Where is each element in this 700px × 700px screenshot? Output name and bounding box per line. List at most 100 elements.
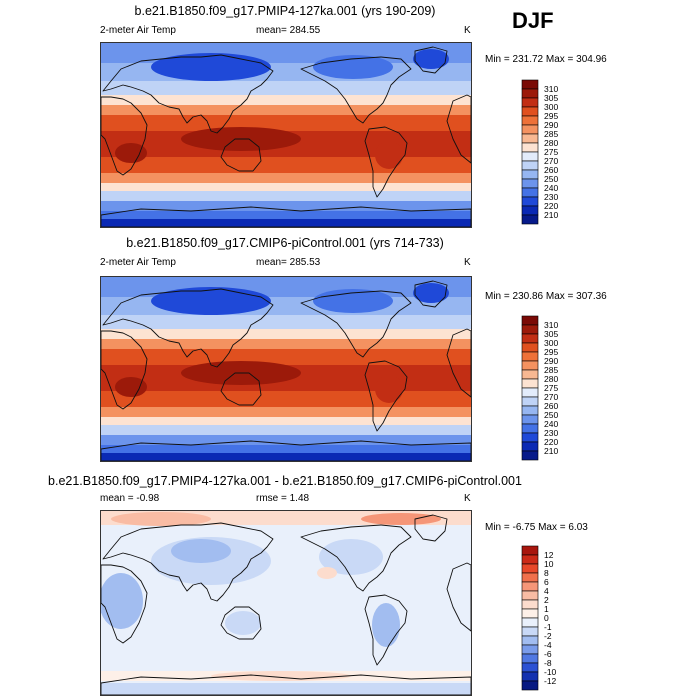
- colorbar-swatch: [521, 581, 539, 592]
- panel1-map: [100, 42, 472, 228]
- colorbar-tick-label: 305: [544, 93, 558, 103]
- colorbar-swatch: [521, 662, 539, 673]
- colorbar-swatch: [521, 369, 539, 380]
- panel2-units-label: K: [464, 257, 471, 268]
- colorbar-tick-label: -12: [544, 676, 557, 686]
- colorbar-tick-label: 270: [544, 392, 558, 402]
- colorbar-tick-label: 6: [544, 577, 549, 587]
- panel3-units-label: K: [464, 493, 471, 504]
- colorbar-swatch: [521, 387, 539, 398]
- colorbar-tick-label: 4: [544, 586, 549, 596]
- panel3-rmse-label: rmse = 1.48: [256, 493, 310, 504]
- colorbar-swatch: [521, 124, 539, 135]
- colorbar-tick-label: 220: [544, 437, 558, 447]
- colorbar-swatch: [521, 324, 539, 335]
- colorbar-tick-label: 310: [544, 320, 558, 330]
- colorbar-swatch: [521, 671, 539, 682]
- panel1-variable-label: 2-meter Air Temp: [100, 25, 176, 36]
- panel2-title: b.e21.B1850.f09_g17.CMIP6-piControl.001 …: [126, 236, 444, 250]
- colorbar-swatch: [521, 680, 539, 691]
- colorbar-tick-label: 275: [544, 383, 558, 393]
- colorbar-tick-label: 260: [544, 165, 558, 175]
- panel2-minmax-label: Min = 230.86 Max = 307.36: [485, 291, 607, 302]
- colorbar-swatch: [521, 169, 539, 180]
- colorbar-swatch: [521, 79, 539, 90]
- colorbar-tick-label: 290: [544, 120, 558, 130]
- panel3-title: b.e21.B1850.f09_g17.PMIP4-127ka.001 - b.…: [48, 474, 522, 488]
- season-label: DJF: [512, 8, 554, 33]
- colorbar-swatch: [521, 187, 539, 198]
- colorbar-swatch: [521, 441, 539, 452]
- colorbar-swatch: [521, 396, 539, 407]
- colorbar-tick-label: 210: [544, 210, 558, 220]
- colorbar-swatch: [521, 599, 539, 610]
- colorbar-swatch: [521, 608, 539, 619]
- colorbar-tick-label: 220: [544, 201, 558, 211]
- colorbar-swatch: [521, 88, 539, 99]
- colorbar-tick-label: 280: [544, 374, 558, 384]
- colorbar-swatch: [521, 115, 539, 126]
- colorbar-swatch: [521, 142, 539, 153]
- colorbar-swatch: [521, 360, 539, 371]
- colorbar-swatch: [521, 151, 539, 162]
- colorbar-swatch: [521, 333, 539, 344]
- colorbar-tick-label: -10: [544, 667, 557, 677]
- colorbar-swatch: [521, 572, 539, 583]
- colorbar-tick-label: 8: [544, 568, 549, 578]
- colorbar-swatch: [521, 617, 539, 628]
- panel1-mean-label: mean= 284.55: [256, 25, 321, 36]
- colorbar-swatch: [521, 423, 539, 434]
- colorbar-tick-label: 0: [544, 613, 549, 623]
- colorbar-swatch: [521, 554, 539, 565]
- panel3-mean-label: mean = -0.98: [100, 493, 160, 504]
- colorbar-tick-label: 230: [544, 192, 558, 202]
- colorbar-swatch: [521, 563, 539, 574]
- colorbar-swatch: [521, 378, 539, 389]
- colorbar-tick-label: -1: [544, 622, 552, 632]
- panel3-map: [100, 510, 472, 696]
- colorbar-swatch: [521, 450, 539, 461]
- colorbar-tick-label: 260: [544, 401, 558, 411]
- panel2-map: [100, 276, 472, 462]
- panel3-colorbar: 12 10 8 6 4 2 1 0 -1 -2 -4 -6 -8 -10 -12: [521, 545, 582, 692]
- colorbar-tick-label: -6: [544, 649, 552, 659]
- colorbar-swatch: [521, 106, 539, 117]
- colorbar-swatch: [521, 653, 539, 664]
- colorbar-tick-label: -2: [544, 631, 552, 641]
- colorbar-swatch: [521, 97, 539, 108]
- colorbar-tick-label: 295: [544, 347, 558, 357]
- colorbar-swatch: [521, 196, 539, 207]
- colorbar-tick-label: -4: [544, 640, 552, 650]
- colorbar-tick-label: 250: [544, 174, 558, 184]
- colorbar-tick-label: 210: [544, 446, 558, 456]
- colorbar-tick-label: 1: [544, 604, 549, 614]
- colorbar-tick-label: 280: [544, 138, 558, 148]
- panel1-colorbar: 310 305 300 295 290 285 280 275 270 260 250 240 230 2…: [521, 79, 582, 226]
- colorbar-swatch: [521, 590, 539, 601]
- colorbar-tick-label: 12: [544, 550, 554, 560]
- colorbar-swatch: [521, 405, 539, 416]
- colorbar-swatch: [521, 351, 539, 362]
- panel1-units-label: K: [464, 25, 471, 36]
- panel2-mean-label: mean= 285.53: [256, 257, 321, 268]
- colorbar-tick-label: 300: [544, 338, 558, 348]
- colorbar-swatch: [521, 315, 539, 326]
- coastlines: [101, 46, 471, 227]
- colorbar-swatch: [521, 545, 539, 556]
- colorbar-tick-label: 230: [544, 428, 558, 438]
- colorbar-tick-label: 2: [544, 595, 549, 605]
- colorbar-tick-label: 275: [544, 147, 558, 157]
- colorbar-swatch: [521, 414, 539, 425]
- colorbar-swatch: [521, 635, 539, 646]
- colorbar-tick-label: 240: [544, 419, 558, 429]
- panel2-variable-label: 2-meter Air Temp: [100, 257, 176, 268]
- colorbar-swatch: [521, 205, 539, 216]
- colorbar-tick-label: 295: [544, 111, 558, 121]
- colorbar-tick-label: 305: [544, 329, 558, 339]
- colorbar-tick-label: 290: [544, 356, 558, 366]
- colorbar-swatch: [521, 160, 539, 171]
- colorbar-tick-label: 10: [544, 559, 554, 569]
- colorbar-swatch: [521, 342, 539, 353]
- colorbar-tick-label: -8: [544, 658, 552, 668]
- colorbar-tick-label: 300: [544, 102, 558, 112]
